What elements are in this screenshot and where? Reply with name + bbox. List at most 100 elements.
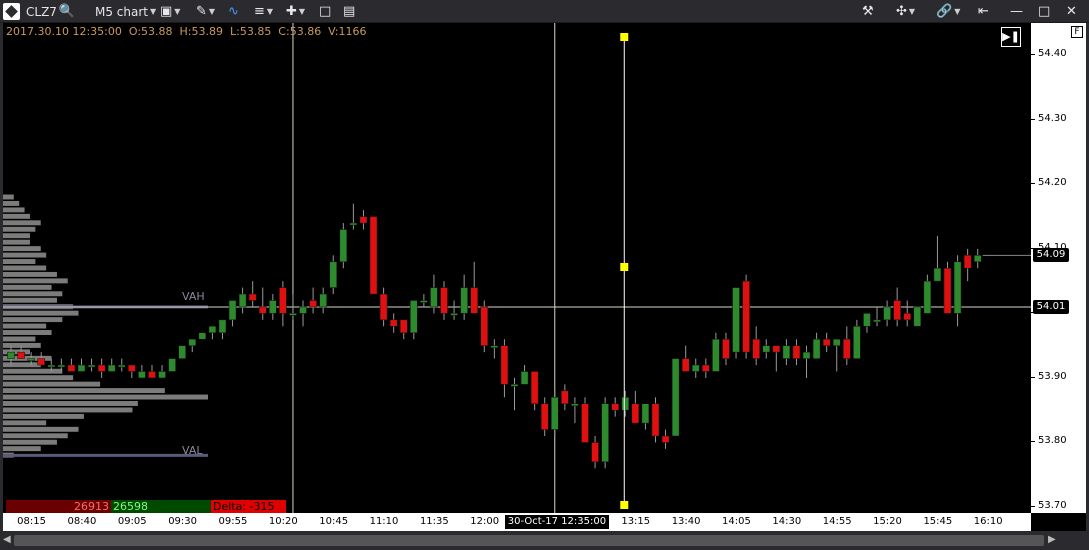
chart-type-dropdown[interactable]: ▣ ▼ xyxy=(160,0,180,23)
candle-body xyxy=(37,358,45,366)
candle-body xyxy=(259,306,267,314)
candle-body xyxy=(913,306,922,327)
maximize-button[interactable]: □ xyxy=(1038,0,1050,23)
candle-body xyxy=(389,319,398,327)
time-tick-label: 14:30 xyxy=(772,516,802,527)
time-tick-label: 13:15 xyxy=(621,516,651,527)
scrollbar-thumb[interactable] xyxy=(14,535,1044,546)
candle-body xyxy=(822,338,831,346)
volume-profile-bar xyxy=(3,310,79,316)
symbol-selector[interactable]: CLZ7 🔍 xyxy=(26,0,75,23)
candlestick-chart[interactable] xyxy=(3,23,1031,513)
chevron-down-icon: ▼ xyxy=(150,7,157,16)
candle-body xyxy=(943,267,952,314)
chart-plot-area[interactable]: 2017.30.10 12:35:00 O:53.88 H:53.89 L:53… xyxy=(3,23,1031,513)
candle-body xyxy=(893,300,901,321)
pin-button[interactable]: ⇤ xyxy=(978,0,989,23)
volume-profile-bar xyxy=(3,213,30,219)
candle-body xyxy=(168,358,176,372)
link-dropdown[interactable]: 🔗 ▼ xyxy=(936,0,960,23)
minimize-button[interactable]: — xyxy=(1010,0,1023,23)
scroll-left-icon[interactable]: ◀ xyxy=(3,534,11,545)
time-tick-label: 11:10 xyxy=(369,516,399,527)
candle-body xyxy=(329,261,337,288)
pencil-icon: ✎ xyxy=(196,4,207,19)
indicators-button[interactable]: ∿ xyxy=(228,0,239,23)
horizontal-scrollbar[interactable]: ◀ ▶ xyxy=(0,531,1089,550)
notes-button[interactable]: ▤ xyxy=(343,0,355,23)
scroll-to-end-button[interactable]: ▶❚ xyxy=(1001,27,1021,47)
time-tick-label: 12:00 xyxy=(470,516,500,527)
candle-body xyxy=(369,216,378,295)
candle-body xyxy=(923,280,932,314)
candle-body xyxy=(359,216,368,224)
candle-body xyxy=(188,338,197,346)
candle-body xyxy=(17,351,25,359)
volume-profile-bar xyxy=(3,259,36,264)
candle-body xyxy=(772,345,781,353)
candle-body xyxy=(138,371,146,379)
volume-profile-bar xyxy=(3,407,133,413)
candle-body xyxy=(269,300,277,314)
crosshair-dropdown[interactable]: ✣ ▼ xyxy=(896,0,915,23)
volume-profile-bar xyxy=(3,194,14,200)
candle-body xyxy=(782,345,791,359)
candle-body xyxy=(57,364,66,368)
vah-label: VAH xyxy=(182,290,205,303)
volume-profile-bar xyxy=(3,278,68,284)
candle-body xyxy=(510,384,519,387)
volume-profile-bar xyxy=(3,394,208,400)
time-tick-label: 14:55 xyxy=(822,516,852,527)
candle-body xyxy=(248,293,257,301)
chevron-down-icon: ▼ xyxy=(266,7,274,16)
time-tick-label: 11:35 xyxy=(419,516,449,527)
app-logo-icon[interactable] xyxy=(3,3,20,20)
chevron-down-icon: ▼ xyxy=(954,7,961,16)
add-dropdown[interactable]: ✚ ▼ xyxy=(286,0,305,23)
volume-profile-bar xyxy=(3,207,25,213)
symbol-label: CLZ7 xyxy=(26,4,57,19)
candle-body xyxy=(309,300,317,308)
chevron-down-icon: ▼ xyxy=(298,7,306,16)
time-tick-label: 10:20 xyxy=(268,516,298,527)
line-chart-icon: ∿ xyxy=(228,4,239,19)
link-icon: 🔗 xyxy=(936,4,953,19)
chart-toolbar: CLZ7 🔍 M5 chart ▼ ▣ ▼ ✎ ▼ ∿ ≡ ▼ ✚ ▼ □ ▤ … xyxy=(0,0,1089,23)
volume-profile-bar xyxy=(3,200,20,206)
candle-body xyxy=(973,255,982,263)
candle-body xyxy=(681,358,690,372)
candle-body xyxy=(279,287,287,314)
chevron-down-icon: ▼ xyxy=(908,7,916,16)
window-button[interactable]: □ xyxy=(319,0,331,23)
drawing-tools-dropdown[interactable]: ✎ ▼ xyxy=(196,0,215,23)
last-price-label: 54.09 xyxy=(1033,248,1069,263)
time-tick-label: 10:45 xyxy=(319,516,349,527)
time-tick-label: 15:45 xyxy=(923,516,953,527)
candle-body xyxy=(228,300,237,321)
time-axis[interactable]: 08:15 08:40 09:05 09:30 09:55 10:20 10:45 11:10… xyxy=(3,513,1031,531)
candle-body xyxy=(601,403,609,463)
f-button[interactable]: F xyxy=(1071,26,1083,38)
tools-button[interactable]: ⚒ xyxy=(862,0,874,23)
search-icon[interactable]: 🔍 xyxy=(58,4,76,19)
volume-profile-bar xyxy=(3,220,41,226)
price-tick-label: 53.70 xyxy=(1031,500,1067,511)
right-border xyxy=(1086,23,1089,531)
candle-body xyxy=(540,403,549,430)
scroll-right-icon[interactable]: ▶ xyxy=(1048,534,1056,545)
timeframe-dropdown[interactable]: M5 chart ▼ xyxy=(95,0,156,23)
price-axis[interactable]: F 54.4054.3054.2054.1054.0053.9053.8053.… xyxy=(1031,23,1086,513)
volume-profile-bar xyxy=(3,336,36,342)
ohlc-readout: 2017.30.10 12:35:00 O:53.88 H:53.89 L:53… xyxy=(6,25,367,38)
close-button[interactable]: ✕ xyxy=(1066,0,1077,23)
templates-dropdown[interactable]: ≡ ▼ xyxy=(254,0,273,23)
price-tick-label: 54.20 xyxy=(1031,177,1067,189)
candle-body xyxy=(933,267,942,282)
volume-profile-bar xyxy=(3,413,84,419)
time-tick-label: 09:55 xyxy=(218,516,248,527)
volume-profile-bar xyxy=(3,426,79,432)
val-label: VAL xyxy=(182,444,203,457)
time-tick-label: 13:40 xyxy=(671,516,701,527)
candle-body xyxy=(742,280,750,353)
candle-body xyxy=(530,371,539,404)
